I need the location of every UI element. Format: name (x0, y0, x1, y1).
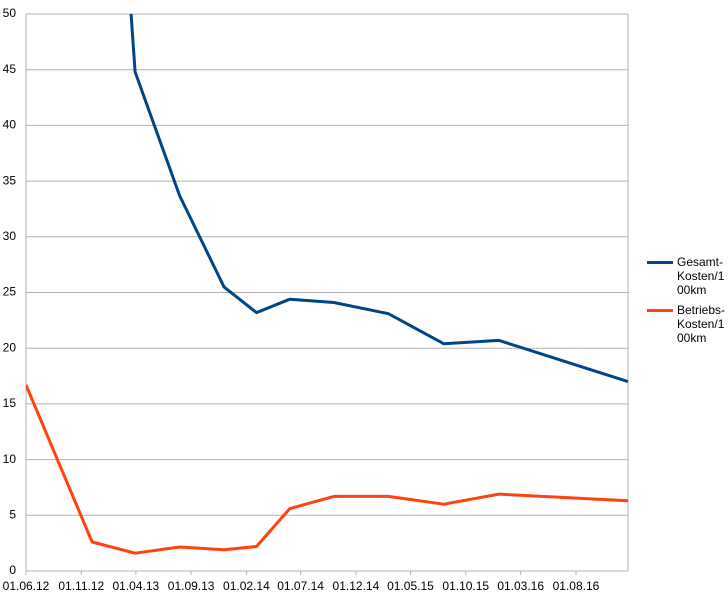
x-tick-label: 01.07.14 (277, 579, 324, 593)
y-tick-label: 30 (3, 229, 17, 243)
x-tick-label: 01.02.14 (223, 579, 270, 593)
legend-swatch (647, 261, 673, 264)
y-tick-label: 25 (3, 285, 17, 299)
y-tick-label: 0 (9, 563, 16, 577)
x-tick-label: 01.11.12 (58, 579, 104, 593)
series-line (129, 14, 628, 384)
y-tick-label: 50 (3, 6, 17, 20)
x-tick-label: 01.09.13 (168, 579, 215, 593)
x-tick-label: 01.06.12 (3, 579, 50, 593)
x-tick-label: 01.03.16 (497, 579, 544, 593)
legend-entry: Gesamt-Kosten/100km (647, 255, 727, 297)
series-line (26, 384, 628, 555)
legend-label: Gesamt-Kosten/100km (677, 255, 725, 297)
y-tick-label: 10 (3, 452, 17, 466)
y-tick-label: 35 (3, 173, 17, 187)
legend-swatch (647, 309, 673, 312)
y-tick-label: 15 (3, 396, 17, 410)
x-tick-label: 01.04.13 (112, 579, 159, 593)
y-tick-label: 45 (3, 62, 17, 76)
y-tick-label: 40 (3, 118, 17, 132)
y-tick-label: 20 (3, 340, 17, 354)
x-tick-label: 01.10.15 (442, 579, 489, 593)
legend: Gesamt-Kosten/100km Betriebs-Kosten/100km (647, 255, 727, 351)
legend-entry: Betriebs-Kosten/100km (647, 303, 727, 345)
x-tick-label: 01.12.14 (333, 579, 380, 593)
x-tick-label: 01.05.15 (387, 579, 434, 593)
x-tick-label: 01.08.16 (553, 579, 600, 593)
y-tick-label: 5 (9, 507, 16, 521)
legend-label: Betriebs-Kosten/100km (677, 303, 726, 345)
